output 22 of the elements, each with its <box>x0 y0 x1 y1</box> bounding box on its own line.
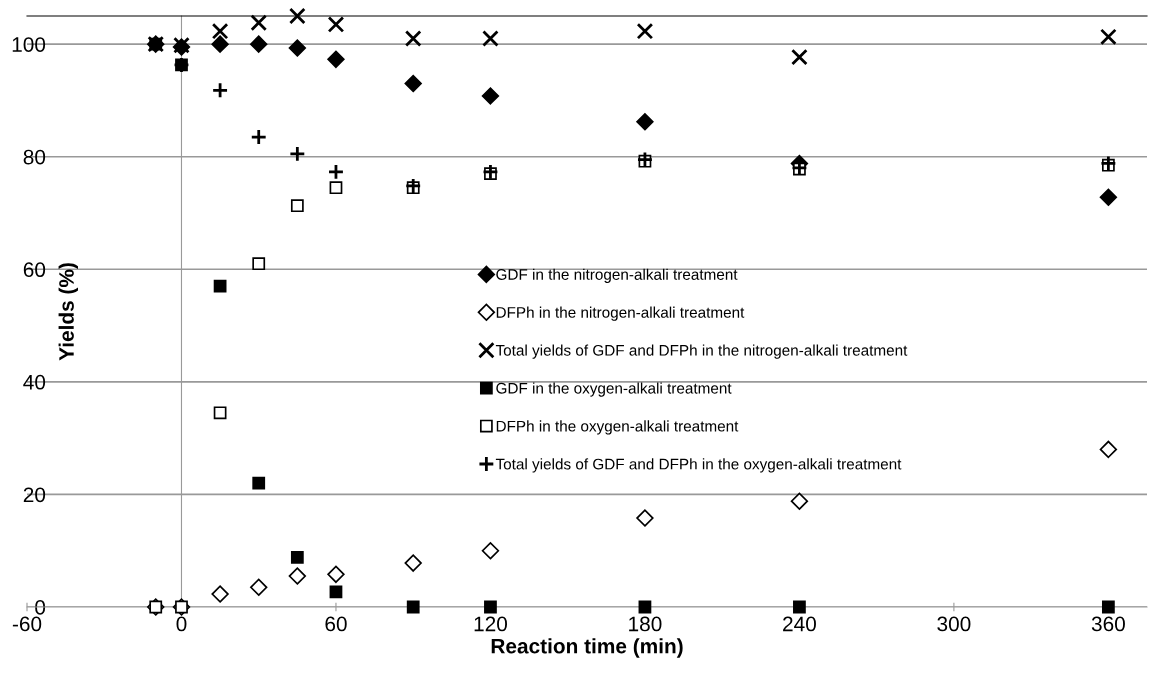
y-tick-label: 100 <box>12 37 46 52</box>
x-tick-label: 360 <box>1091 616 1125 632</box>
y-tick-label: 20 <box>23 487 46 503</box>
y-tick-label: 0 <box>35 600 46 615</box>
y-tick-label: 40 <box>23 374 46 390</box>
x-tick-label: 180 <box>629 616 662 632</box>
legend-label: DFPh in the nitrogen-alkali treatment <box>496 306 745 321</box>
y-tick-label: 60 <box>23 262 46 278</box>
x-tick-label: 60 <box>325 616 347 632</box>
legend-label: Total yields of GDF and DFPh in the nitrogen-alkali treatment <box>495 344 908 359</box>
legend-label: GDF in the oxygen-alkali treatment <box>496 382 732 397</box>
x-tick-label: -60 <box>12 616 42 632</box>
legend-label: Total yields of GDF and DFPh in the oxygen-alkali treatment <box>495 458 902 473</box>
x-tick-label: 300 <box>937 616 971 632</box>
x-axis-title: Reaction time (min) <box>491 638 683 658</box>
x-tick-label: 120 <box>474 616 508 632</box>
y-tick-label: 80 <box>23 149 46 165</box>
legend-label: GDF in the nitrogen-alkali treatment <box>496 268 738 283</box>
legend-label: DFPh in the oxygen-alkali treatment <box>496 420 739 435</box>
x-tick-label: 240 <box>783 616 816 632</box>
x-tick-label: 0 <box>176 616 187 632</box>
y-axis-title: Yields (%) <box>58 263 78 361</box>
